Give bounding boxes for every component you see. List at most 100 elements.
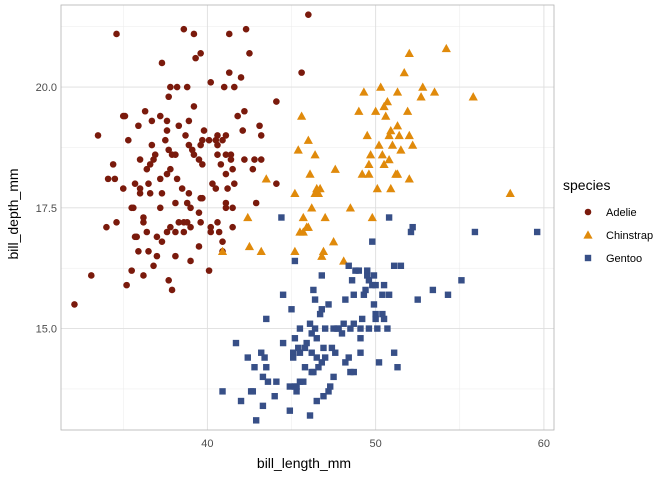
gentoo-point	[310, 286, 317, 294]
x-tick-label: 60	[538, 438, 550, 450]
chinstrap-point	[418, 82, 428, 91]
adelie-point	[136, 185, 144, 192]
gentoo-point	[345, 354, 352, 361]
gentoo-point	[380, 281, 388, 289]
gentoo-point	[369, 281, 376, 289]
gentoo-point	[318, 272, 326, 279]
chinstrap-point	[386, 125, 396, 135]
adelie-point	[229, 204, 236, 212]
gentoo-point	[286, 383, 294, 390]
gentoo-point	[338, 330, 346, 337]
adelie-point	[298, 69, 305, 76]
chinstrap-point	[505, 188, 515, 198]
adelie-point	[195, 243, 203, 250]
y-axis-ticks: 15.0 17.5 20.0	[36, 82, 57, 335]
gentoo-point	[306, 412, 314, 419]
adelie-point	[156, 175, 164, 183]
adelie-point	[133, 233, 141, 241]
chinstrap-point	[374, 140, 384, 149]
adelie-point	[150, 262, 157, 270]
adelie-point	[167, 83, 174, 91]
adelie-point	[109, 161, 117, 168]
gentoo-point	[369, 238, 376, 245]
gentoo-point	[237, 397, 245, 405]
adelie-point	[165, 276, 172, 284]
chinstrap-point	[379, 159, 389, 169]
adelie-point	[146, 161, 154, 168]
gentoo-point	[263, 315, 270, 323]
gentoo-point	[355, 267, 363, 274]
adelie-point	[185, 117, 193, 125]
legend-key-adelie	[584, 208, 592, 216]
adelie-point	[234, 112, 241, 120]
adelie-point	[119, 185, 127, 192]
gentoo-point	[533, 228, 541, 236]
adelie-point	[190, 103, 198, 110]
chinstrap-point	[303, 135, 313, 144]
adelie-point	[195, 156, 203, 163]
x-tick-label: 50	[370, 438, 382, 450]
adelie-point	[241, 156, 248, 163]
gentoo-point	[407, 228, 415, 236]
legend-title: species	[563, 177, 610, 193]
gentoo-point	[370, 272, 378, 279]
gentoo-point	[360, 291, 368, 298]
gentoo-point	[279, 291, 287, 298]
chinstrap-point	[416, 92, 426, 101]
adelie-point	[256, 122, 263, 130]
chinstrap-point	[394, 130, 404, 140]
adelie-point	[162, 136, 169, 144]
adelie-point	[305, 11, 312, 18]
gentoo-point	[458, 277, 465, 284]
gentoo-point	[330, 373, 337, 381]
adelie-point	[136, 156, 144, 163]
chinstrap-point	[320, 212, 330, 222]
gentoo-point	[251, 364, 258, 371]
gentoo-point	[390, 262, 398, 269]
gentoo-point	[357, 349, 364, 356]
x-axis-title: bill_length_mm	[257, 455, 351, 471]
adelie-point	[182, 132, 189, 139]
adelie-point	[227, 156, 235, 163]
major-gridlines	[61, 5, 554, 430]
adelie-point	[224, 185, 231, 192]
gentoo-point	[365, 277, 373, 284]
adelie-point	[183, 219, 191, 226]
panel-border	[60, 4, 555, 431]
adelie-point	[222, 132, 230, 139]
gentoo-point	[375, 359, 383, 366]
adelie-point	[215, 228, 223, 236]
gentoo-point	[252, 417, 260, 424]
gentoo-point	[286, 407, 294, 414]
gentoo-point	[264, 378, 272, 385]
adelie-point	[143, 228, 151, 236]
adelie-point	[128, 267, 135, 274]
adelie-point	[197, 219, 204, 226]
adelie-point	[207, 223, 215, 231]
adelie-point	[183, 83, 191, 91]
adelie-point	[212, 185, 220, 192]
gentoo-point	[327, 383, 334, 390]
adelie-point	[273, 180, 280, 187]
gentoo-point	[347, 368, 354, 376]
adelie-point	[246, 49, 253, 57]
adelie-point	[214, 151, 221, 159]
adelie-point	[237, 74, 245, 81]
adelie-point	[257, 132, 265, 139]
chinstrap-point	[392, 87, 403, 96]
gentoo-point	[300, 378, 307, 385]
adelie-point	[199, 136, 206, 144]
gentoo-point	[384, 325, 391, 332]
adelie-point	[231, 83, 238, 91]
adelie-point	[172, 228, 179, 236]
chinstrap-point	[318, 246, 329, 255]
chinstrap-point	[244, 241, 255, 251]
gentoo-point	[357, 325, 364, 332]
adelie-point	[207, 228, 215, 236]
gentoo-point	[296, 349, 304, 356]
chinstrap-point	[330, 164, 340, 173]
chinstrap-point	[357, 169, 367, 178]
chinstrap-point	[298, 227, 308, 236]
chinstrap-point	[372, 183, 382, 193]
gentoo-point	[308, 349, 315, 356]
